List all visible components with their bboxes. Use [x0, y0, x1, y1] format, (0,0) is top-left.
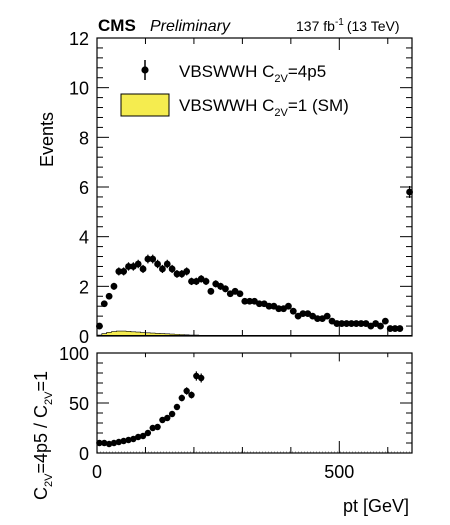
top-panel-frame	[97, 38, 412, 336]
preliminary-label: Preliminary	[150, 18, 231, 35]
signal-points	[96, 186, 413, 332]
top-y-tick-label: 8	[79, 128, 89, 148]
signal-point	[183, 268, 190, 275]
top-y-axis-title: Events	[37, 112, 57, 167]
signal-point	[135, 261, 142, 268]
legend-sm-label: VBSWWH C2V=1 (SM)	[179, 96, 349, 119]
top-y-tick-label: 10	[69, 79, 89, 99]
top-y-tick-label: 2	[79, 277, 89, 297]
bottom-y-tick-label: 100	[59, 344, 89, 364]
legend-entry-signal: VBSWWH C2V=4p5	[141, 60, 326, 85]
bottom-y-tick-label: 50	[69, 394, 89, 414]
ratio-point	[174, 404, 180, 410]
legend-signal-marker	[141, 66, 148, 73]
signal-point	[111, 283, 118, 290]
signal-point	[396, 325, 403, 332]
ratio-point	[188, 392, 194, 398]
ratio-point	[198, 375, 204, 381]
signal-point	[222, 285, 229, 292]
ratio-point	[169, 411, 175, 417]
legend-signal-label: VBSWWH C2V=4p5	[179, 62, 326, 85]
signal-point	[382, 318, 389, 325]
x-axis-title: pt [GeV]	[343, 496, 409, 516]
signal-point	[159, 266, 166, 273]
signal-point	[149, 256, 156, 263]
top-x-ticks	[97, 38, 388, 336]
ratio-point	[154, 424, 160, 430]
signal-point	[406, 189, 413, 196]
ratio-points	[96, 371, 204, 447]
signal-point	[207, 288, 214, 295]
signal-point	[164, 261, 171, 268]
bottom-y-axis-title: C2V=4p5 / C2V=1	[31, 371, 55, 500]
signal-point	[120, 268, 127, 275]
signal-point	[285, 303, 292, 310]
signal-point	[290, 308, 297, 315]
bottom-x-tick-label: 500	[324, 462, 354, 482]
signal-point	[237, 290, 244, 297]
legend-entry-sm: VBSWWH C2V=1 (SM)	[121, 94, 349, 119]
ratio-point	[145, 430, 151, 436]
signal-point	[154, 261, 161, 268]
signal-point	[106, 293, 113, 300]
ratio-point	[179, 395, 185, 401]
bottom-x-axis: 0 500	[92, 353, 388, 482]
signal-point	[203, 278, 210, 285]
signal-point	[324, 313, 331, 320]
signal-point	[96, 323, 103, 330]
bottom-y-axis: 0 50 100	[59, 344, 412, 464]
legend: VBSWWH C2V=4p5 VBSWWH C2V=1 (SM)	[121, 60, 349, 119]
top-y-tick-label: 6	[79, 178, 89, 198]
bottom-y-tick-label: 0	[79, 444, 89, 464]
sm-histogram	[97, 331, 412, 336]
lumi-label: 137 fb-1 (13 TeV)	[296, 17, 400, 34]
bottom-x-tick-label: 0	[92, 462, 102, 482]
experiment-label: CMS	[98, 16, 136, 35]
signal-point	[169, 266, 176, 273]
signal-point	[101, 300, 108, 307]
top-y-tick-label: 12	[69, 29, 89, 49]
legend-sm-swatch	[121, 94, 169, 116]
top-y-tick-label: 4	[79, 228, 89, 248]
signal-point	[140, 266, 147, 273]
signal-point	[377, 323, 384, 330]
